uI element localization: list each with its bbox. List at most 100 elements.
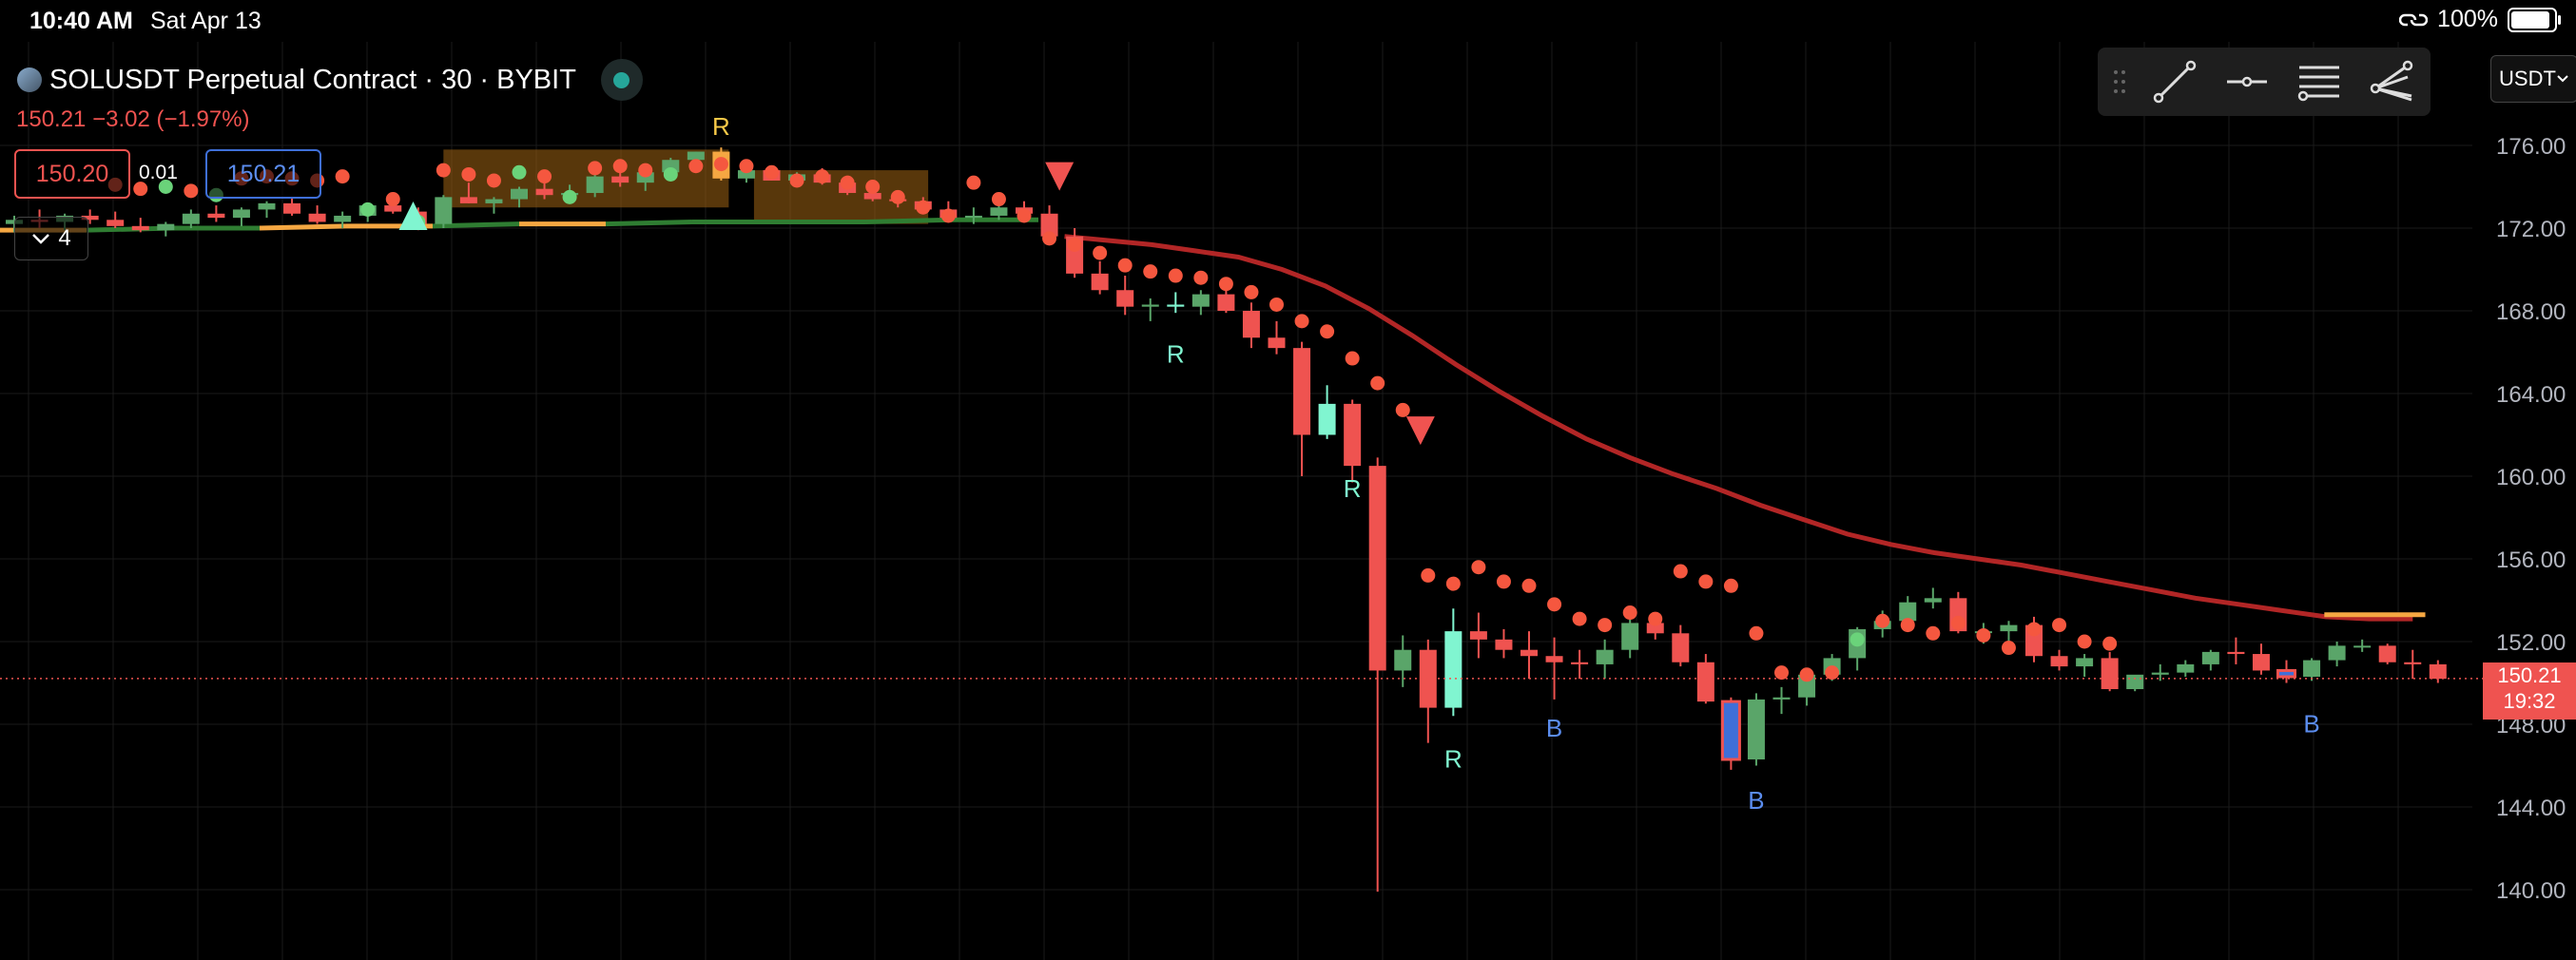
trend-line-segment bbox=[864, 217, 953, 224]
candle bbox=[1469, 612, 1487, 659]
candle bbox=[511, 186, 528, 208]
candle-body bbox=[2101, 658, 2119, 690]
y-tick-label: 168.00 bbox=[2496, 299, 2566, 325]
signal-dot bbox=[688, 159, 704, 174]
candle bbox=[535, 180, 553, 200]
parallel-channel-icon[interactable] bbox=[2295, 58, 2343, 106]
signal-dot bbox=[184, 183, 199, 199]
candle-body bbox=[232, 209, 250, 219]
candle-body bbox=[1368, 466, 1386, 671]
symbol-header[interactable]: SOLUSDT Perpetual Contract · 30 · BYBIT bbox=[17, 59, 643, 101]
candle bbox=[1293, 341, 1311, 476]
signal-dot bbox=[1547, 597, 1562, 612]
trend-line-icon[interactable] bbox=[2151, 58, 2198, 106]
candle bbox=[2353, 639, 2372, 652]
signal-dot bbox=[1950, 615, 1966, 630]
candle-body bbox=[687, 151, 705, 161]
signal-dot bbox=[840, 175, 855, 190]
drag-handle-icon[interactable] bbox=[2113, 67, 2126, 96]
market-status-icon[interactable] bbox=[600, 59, 643, 101]
status-time: 10:40 AM bbox=[29, 8, 133, 34]
sell-button[interactable]: 150.20 bbox=[14, 149, 130, 199]
candle-body bbox=[1293, 348, 1311, 435]
signal-letter: B bbox=[2303, 710, 2319, 739]
signal-dot bbox=[1370, 375, 1385, 391]
candle bbox=[1672, 624, 1690, 667]
signal-dot bbox=[1067, 237, 1082, 252]
candle-body bbox=[1444, 631, 1462, 708]
price-change: 150.21 −3.02 (−1.97%) bbox=[16, 106, 250, 132]
candle-body bbox=[636, 172, 654, 183]
candle bbox=[459, 182, 477, 203]
signal-dot bbox=[335, 169, 350, 184]
signal-dot bbox=[360, 202, 376, 217]
candle-body bbox=[2252, 654, 2270, 671]
candle bbox=[2227, 637, 2245, 664]
symbol-title[interactable]: SOLUSDT Perpetual Contract · 30 · BYBIT bbox=[49, 64, 576, 95]
signal-dot bbox=[1799, 667, 1814, 682]
currency-selector[interactable]: USDT bbox=[2490, 55, 2576, 103]
signal-dot bbox=[1042, 231, 1057, 246]
candle bbox=[2252, 643, 2270, 675]
candle bbox=[1141, 298, 1159, 321]
status-right: 100% bbox=[2399, 6, 2561, 33]
y-tick-label: 172.00 bbox=[2496, 217, 2566, 242]
signal-dot bbox=[713, 157, 728, 172]
pitchfork-icon[interactable] bbox=[2368, 58, 2415, 106]
candle-body bbox=[1621, 623, 1639, 650]
candle bbox=[2328, 642, 2346, 667]
candle-body bbox=[1268, 337, 1286, 349]
candle-body bbox=[1672, 633, 1690, 662]
signal-dot bbox=[1572, 611, 1587, 626]
signal-dot bbox=[1900, 618, 1915, 633]
status-bar: 10:40 AM Sat Apr 13 100% bbox=[0, 0, 2576, 42]
signal-dot bbox=[1926, 625, 1941, 641]
candle-body bbox=[511, 188, 528, 200]
signal-dot bbox=[588, 161, 603, 176]
candle bbox=[232, 207, 250, 226]
buy-signal-triangle bbox=[398, 201, 428, 230]
signal-dot bbox=[1421, 567, 1436, 583]
signal-dot bbox=[1471, 560, 1486, 575]
signal-dots bbox=[107, 157, 2118, 682]
signal-dot bbox=[1445, 576, 1461, 591]
candle-body bbox=[1899, 602, 1917, 622]
signal-dot bbox=[158, 180, 173, 194]
candle bbox=[1419, 639, 1437, 743]
trend-line-segment bbox=[432, 221, 520, 229]
price-zone-box bbox=[443, 149, 729, 208]
signal-dot bbox=[1244, 284, 1259, 299]
candle-body bbox=[435, 197, 453, 224]
candle-body bbox=[1091, 273, 1109, 291]
sell-signal-triangle bbox=[1405, 416, 1435, 446]
signal-dot bbox=[1648, 611, 1663, 626]
signal-dot bbox=[1673, 564, 1688, 579]
horizontal-ray-icon[interactable] bbox=[2223, 58, 2271, 106]
signal-dot bbox=[1143, 264, 1158, 279]
buy-button[interactable]: 150.21 bbox=[205, 149, 321, 199]
signal-dot bbox=[916, 200, 931, 215]
signal-dot bbox=[638, 163, 653, 178]
candle bbox=[485, 197, 503, 214]
chevron-down-icon bbox=[32, 234, 50, 244]
candle-body bbox=[1720, 700, 1741, 761]
indicators-toggle-button[interactable]: 4 bbox=[14, 217, 88, 260]
candle bbox=[964, 207, 982, 224]
candle bbox=[1596, 639, 1614, 680]
candle-body bbox=[1696, 662, 1714, 702]
candle bbox=[1444, 608, 1462, 717]
signal-dot bbox=[1269, 297, 1284, 312]
signal-dot bbox=[537, 169, 552, 184]
candle bbox=[1545, 637, 1563, 700]
candle bbox=[2050, 649, 2068, 671]
candle-body bbox=[586, 176, 604, 194]
candle-body bbox=[1545, 656, 1563, 662]
candle bbox=[2201, 649, 2219, 671]
candle-body bbox=[1191, 294, 1210, 307]
candle bbox=[2126, 674, 2144, 692]
candle-body bbox=[2177, 663, 2195, 673]
signal-dot bbox=[1774, 665, 1789, 681]
candle bbox=[182, 209, 200, 228]
candle-body bbox=[1646, 623, 1664, 634]
